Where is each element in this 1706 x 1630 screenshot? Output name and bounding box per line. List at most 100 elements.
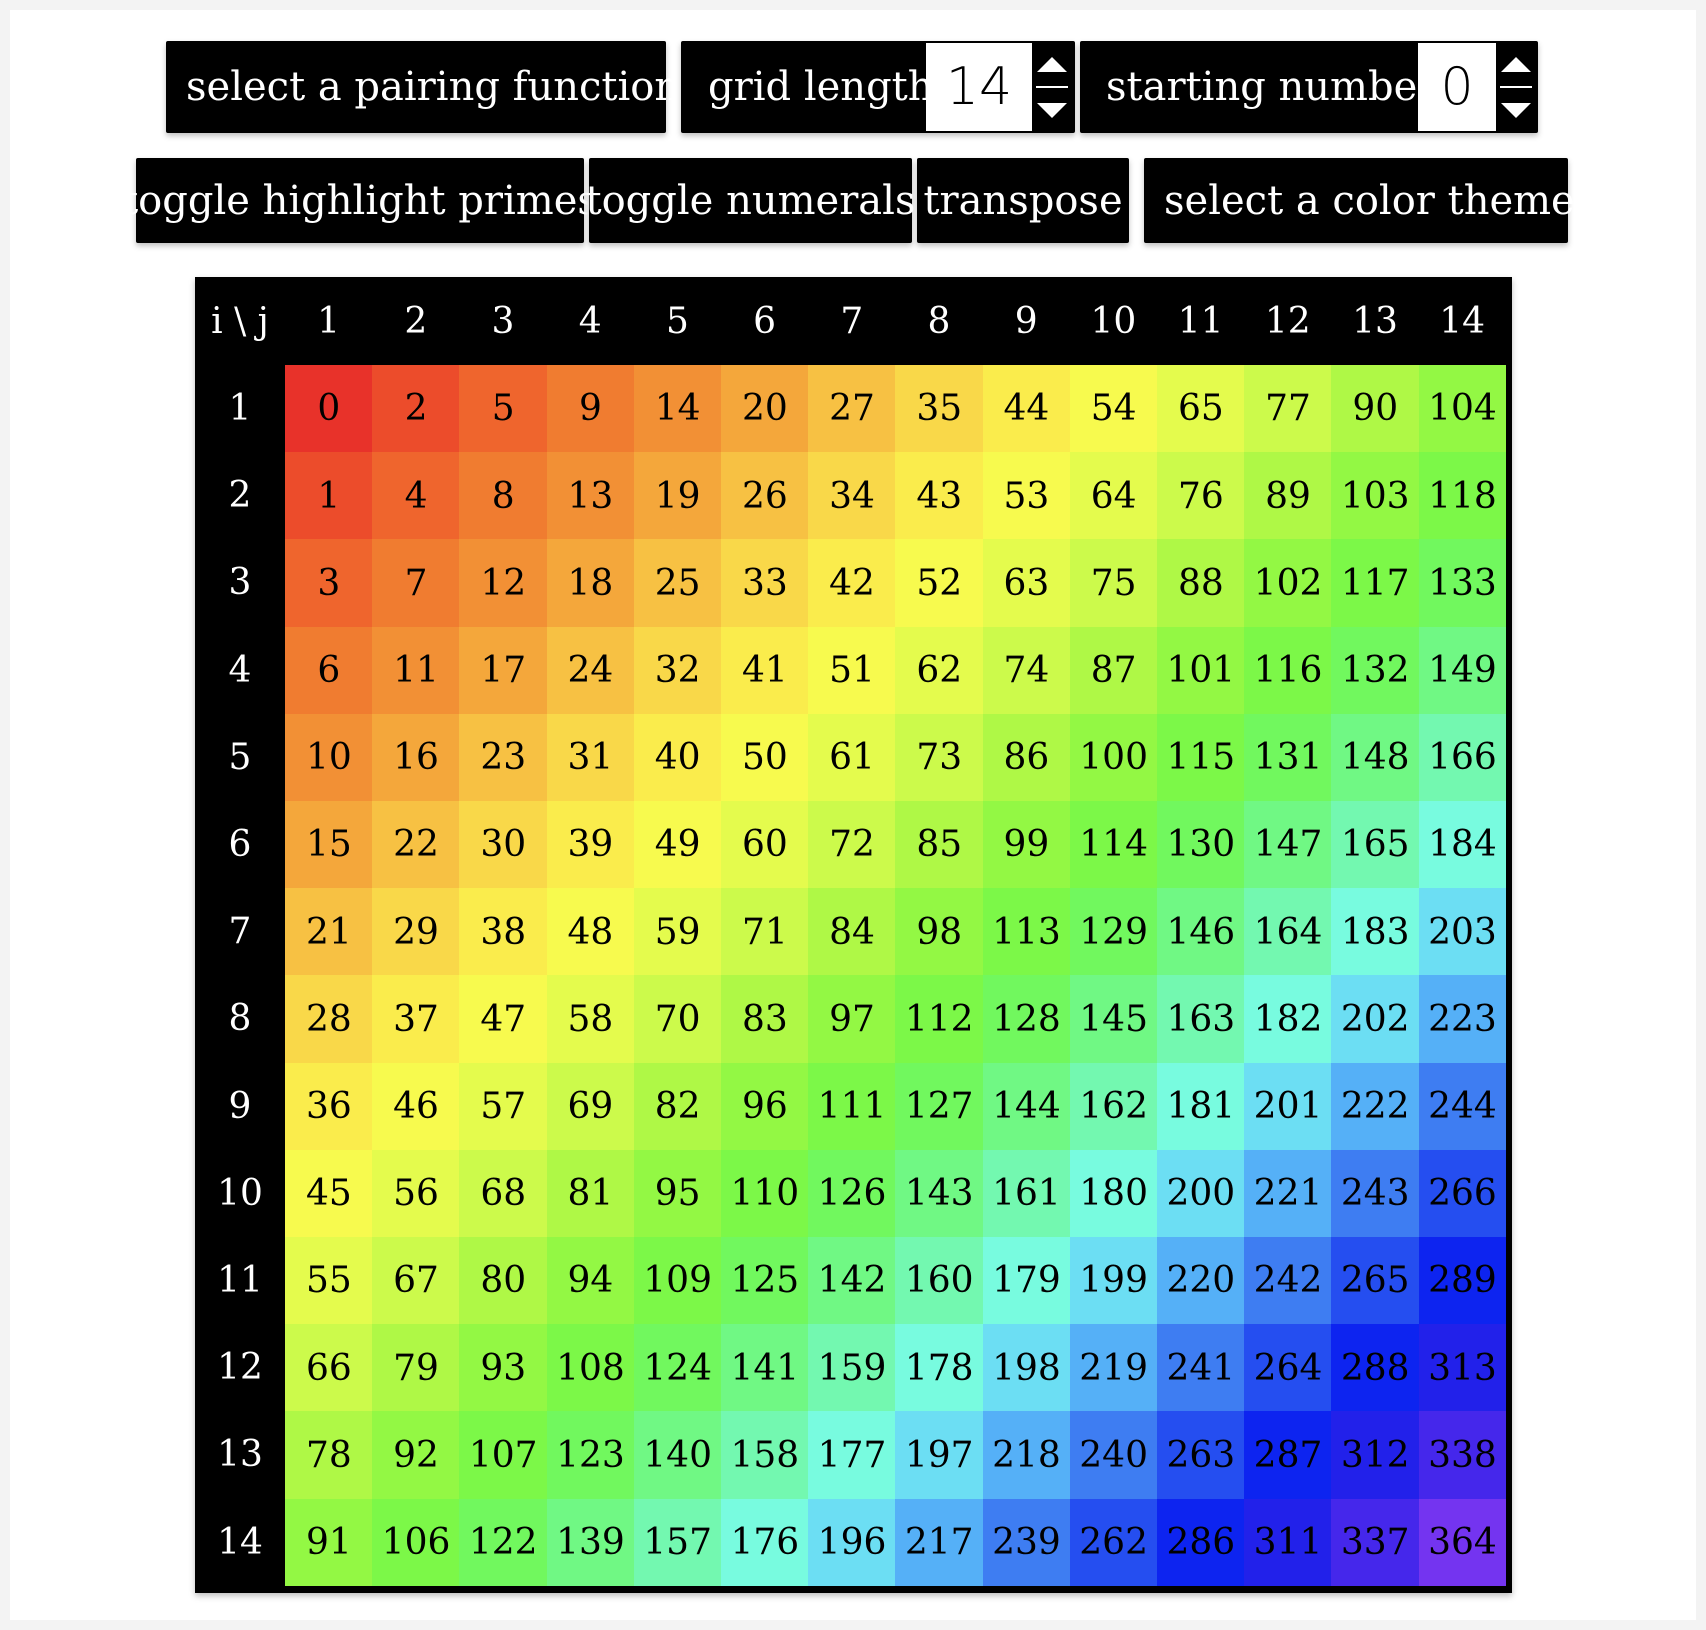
grid-cell: 87 xyxy=(1069,626,1158,715)
toggle-highlight-primes-button[interactable]: toggle highlight primes xyxy=(122,158,598,243)
grid-cell: 38 xyxy=(459,888,548,976)
grid-cell: 165 xyxy=(1331,801,1420,889)
grid-cell: 20 xyxy=(721,365,809,453)
grid-cell: 96 xyxy=(721,1062,809,1151)
grid-cell: 86 xyxy=(982,713,1071,802)
grid-cell: 265 xyxy=(1331,1237,1420,1325)
row-header: 14 xyxy=(217,1521,263,1563)
grid-cell: 196 xyxy=(808,1498,896,1587)
grid-cell: 68 xyxy=(459,1149,548,1238)
starting-number-stepper[interactable] xyxy=(1496,43,1536,131)
grid-cell: 200 xyxy=(1157,1149,1245,1238)
grid-cell: 132 xyxy=(1331,626,1420,715)
grid-cell: 218 xyxy=(982,1411,1071,1500)
column-header: 8 xyxy=(927,300,951,342)
grid-cell: 266 xyxy=(1418,1149,1507,1238)
grid-cell: 92 xyxy=(372,1411,460,1500)
grid-cell: 125 xyxy=(721,1237,809,1325)
grid-cell: 312 xyxy=(1331,1411,1420,1500)
grid-cell: 184 xyxy=(1418,801,1507,889)
grid-cell: 45 xyxy=(285,1149,373,1238)
column-header: 3 xyxy=(491,300,515,342)
grid-cell: 33 xyxy=(721,539,809,628)
grid-cell: 143 xyxy=(895,1149,984,1238)
grid-cell: 7 xyxy=(372,539,460,628)
grid-cell: 46 xyxy=(372,1062,460,1151)
grid-cell: 116 xyxy=(1244,626,1332,715)
grid-cell: 178 xyxy=(895,1324,984,1412)
grid-cell: 19 xyxy=(633,452,722,540)
row-header: 8 xyxy=(228,998,252,1040)
grid-cell: 49 xyxy=(633,801,722,889)
grid-cell: 54 xyxy=(1069,365,1158,453)
toggle-numerals-button[interactable]: toggle numerals xyxy=(586,158,915,243)
increment-icon[interactable] xyxy=(1501,57,1531,72)
grid-cell: 55 xyxy=(285,1237,373,1325)
grid-cell: 108 xyxy=(546,1324,635,1412)
grid-cell: 289 xyxy=(1418,1237,1507,1325)
grid-cell: 71 xyxy=(721,888,809,976)
row-header: 9 xyxy=(228,1085,252,1127)
pairing-function-label: select a pairing function xyxy=(186,64,681,110)
grid-cell: 97 xyxy=(808,975,896,1064)
grid-cell: 129 xyxy=(1069,888,1158,976)
grid-cell: 9 xyxy=(546,365,635,453)
grid-cell: 219 xyxy=(1069,1324,1158,1412)
grid-cell: 162 xyxy=(1069,1062,1158,1151)
grid-cell: 107 xyxy=(459,1411,548,1500)
grid-cell: 37 xyxy=(372,975,460,1064)
grid-cell: 240 xyxy=(1069,1411,1158,1500)
grid-cell: 117 xyxy=(1331,539,1420,628)
grid-cell: 131 xyxy=(1244,713,1332,802)
number-grid: i \ j 1 2 3 4 5 6 7 8 9 10 11 12 13 14 1 2 3 4 5 6 7 8 9 10 11 12 1… xyxy=(195,277,1512,1593)
grid-cell: 56 xyxy=(372,1149,460,1238)
grid-cell: 181 xyxy=(1157,1062,1245,1151)
increment-icon[interactable] xyxy=(1037,57,1067,72)
grid-cell: 239 xyxy=(982,1498,1071,1587)
grid-cell: 80 xyxy=(459,1237,548,1325)
transpose-label: transpose xyxy=(923,177,1123,224)
grid-cell: 122 xyxy=(459,1498,548,1587)
grid-cell: 66 xyxy=(285,1324,373,1412)
grid-cell: 1 xyxy=(285,452,373,540)
grid-cell: 10 xyxy=(285,713,373,802)
grid-cell: 163 xyxy=(1157,975,1245,1064)
grid-cell: 73 xyxy=(895,713,984,802)
grid-cell: 5 xyxy=(459,365,548,453)
grid-cell: 179 xyxy=(982,1237,1071,1325)
grid-cell: 2 xyxy=(372,365,460,453)
color-theme-dropdown[interactable]: select a color theme xyxy=(1144,158,1609,243)
grid-cell: 8 xyxy=(459,452,548,540)
color-theme-label: select a color theme xyxy=(1164,177,1575,224)
grid-length-input[interactable]: 14 xyxy=(926,43,1032,131)
grid-cell: 50 xyxy=(721,713,809,802)
grid-cell: 23 xyxy=(459,713,548,802)
grid-cell: 139 xyxy=(546,1498,635,1587)
grid-cell: 58 xyxy=(546,975,635,1064)
grid-cell: 3 xyxy=(285,539,373,628)
grid-cell: 21 xyxy=(285,888,373,976)
grid-cell: 262 xyxy=(1069,1498,1158,1587)
grid-cell: 158 xyxy=(721,1411,809,1500)
pairing-function-dropdown[interactable]: select a pairing function xyxy=(166,41,715,133)
grid-length-stepper[interactable] xyxy=(1032,43,1072,131)
grid-cell: 35 xyxy=(895,365,984,453)
grid-cell: 90 xyxy=(1331,365,1420,453)
grid-cell: 123 xyxy=(546,1411,635,1500)
grid-cell: 43 xyxy=(895,452,984,540)
starting-number-input[interactable]: 0 xyxy=(1418,43,1496,131)
grid-cell: 127 xyxy=(895,1062,984,1151)
grid-cell: 220 xyxy=(1157,1237,1245,1325)
grid-cell: 198 xyxy=(982,1324,1071,1412)
decrement-icon[interactable] xyxy=(1037,103,1067,118)
grid-cell: 75 xyxy=(1069,539,1158,628)
starting-number-control: starting number 0 xyxy=(1080,41,1538,133)
decrement-icon[interactable] xyxy=(1501,103,1531,118)
transpose-button[interactable]: transpose xyxy=(917,158,1129,243)
grid-cell: 69 xyxy=(546,1062,635,1151)
page: select a pairing function grid length 14… xyxy=(10,10,1696,1620)
grid-cell: 145 xyxy=(1069,975,1158,1064)
grid-cell: 114 xyxy=(1069,801,1158,889)
grid-cell: 161 xyxy=(982,1149,1071,1238)
grid-cell: 48 xyxy=(546,888,635,976)
